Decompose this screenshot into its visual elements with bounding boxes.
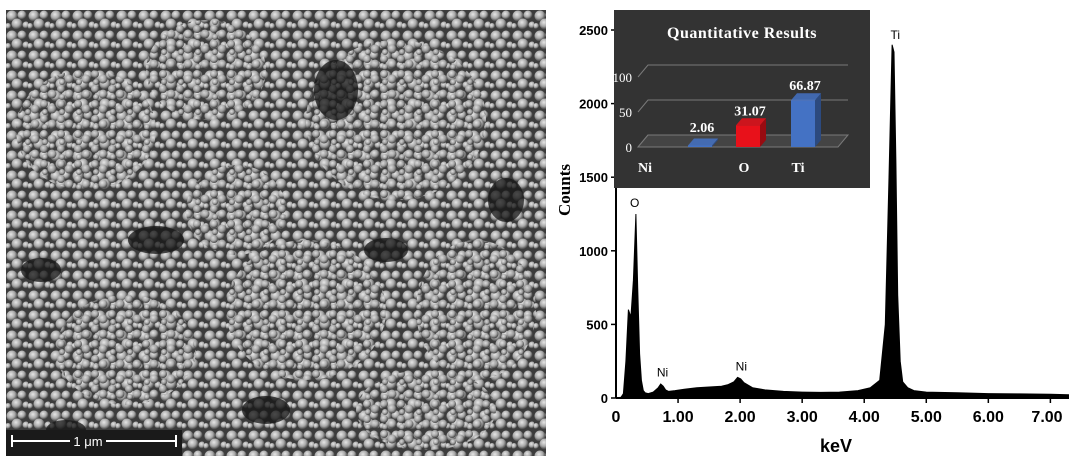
x-tick-label: 4.00 [849,409,880,426]
inset-value-label: 31.07 [734,104,766,119]
inset-bar-o [736,118,766,147]
inset-category-label: Ti [792,161,805,176]
inset-category-label: Ni [638,161,652,176]
x-tick-label: 7.00 [1031,409,1062,426]
y-tick-label: 2000 [579,97,608,112]
inset-y-tick-label: 50 [619,105,632,120]
peak-labels: O Ni Ni Ti [630,28,900,379]
inset-bars: 2.06 31.07 66.87 [688,79,821,147]
inset-gridline [637,99,848,113]
inset-bar-top [688,138,718,146]
inset-bar-top [791,93,821,101]
y-tick-label: 1500 [579,170,608,185]
inset-category-label: O [739,161,750,176]
quantitative-results-inset: Quantitative Results 0 50 100 2.06 31.07 66.… [613,10,870,188]
x-tick-label: 2.00 [725,409,756,426]
y-axis-title: Counts [555,164,574,216]
inset-gridline [637,64,848,78]
inset-background [614,10,870,188]
peak-label-ni: Ni [736,359,747,373]
inset-y-tick-label: 100 [613,70,633,85]
inset-y-tick-label: 0 [626,140,633,155]
y-tick-label: 1000 [579,244,608,259]
x-tick-label: 5.00 [911,409,942,426]
inset-bar-ni [688,138,718,147]
inset-y-ticks: 0 50 100 [613,70,633,155]
inset-bar-side [712,138,718,147]
x-axis-ticks: 0 1.00 2.00 3.00 4.00 5.00 6.00 7.00 [612,398,1063,426]
scale-bar-label: 1 μm [73,434,102,449]
scale-bar-background [6,430,182,456]
peak-label-ni: Ni [657,365,668,379]
inset-title: Quantitative Results [667,25,817,42]
inset-categories: Ni O Ti [638,161,805,176]
inset-bar-front [736,125,760,147]
x-tick-label: 6.00 [973,409,1004,426]
x-tick-label: 0 [612,409,621,426]
inset-bar-side [815,93,821,147]
inset-value-label: 66.87 [789,79,821,94]
inset-value-label: 2.06 [690,121,715,136]
sem-micrograph: 1 μm [6,10,546,456]
x-axis-title: keV [820,436,852,456]
inset-bar-side [760,118,766,147]
spectrum-series-fill [615,44,1069,399]
y-tick-label: 0 [601,391,608,406]
y-axis-ticks: 0 500 1000 1500 2000 2500 [579,23,616,406]
inset-bar-top [736,118,766,126]
peak-label-o: O [630,196,639,210]
inset-bar-front [688,145,712,147]
y-tick-label: 2500 [579,23,608,38]
inset-bar-front [791,100,815,147]
inset-bar-ti [791,93,821,147]
y-tick-label: 500 [586,317,608,332]
peak-label-ti: Ti [890,28,900,42]
x-tick-label: 1.00 [662,409,693,426]
x-tick-label: 3.00 [787,409,818,426]
